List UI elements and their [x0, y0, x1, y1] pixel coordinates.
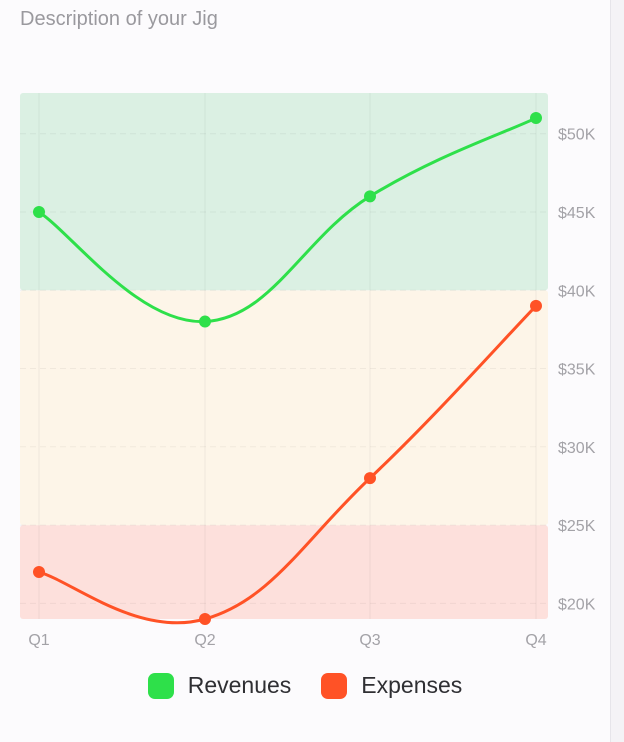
y-tick-label: $30K: [558, 440, 596, 457]
legend-swatch-expenses: [321, 672, 348, 699]
data-point-expenses-q1: [33, 566, 45, 579]
band-2: [20, 93, 548, 291]
data-point-revenues-q1: [33, 205, 45, 218]
chart-legend: Revenues Expenses: [0, 672, 610, 699]
scrollbar-track[interactable]: [610, 0, 624, 742]
chart-points: [33, 112, 542, 625]
line-chart: $20K $25K $30K $35K $40K $45K $50K Q1 Q2 Q3 Q4: [20, 93, 596, 649]
legend-item-revenues[interactable]: Revenues: [147, 672, 292, 699]
y-tick-label: $35K: [558, 362, 596, 379]
y-tick-label: $45K: [558, 205, 596, 222]
y-tick-label: $25K: [558, 518, 596, 535]
x-tick-label: Q2: [194, 632, 215, 649]
y-tick-label: $20K: [558, 596, 596, 613]
data-point-expenses-q3: [364, 472, 376, 485]
data-point-revenues-q3: [364, 190, 376, 203]
data-point-expenses-q2: [199, 613, 211, 625]
chart-description: Description of your Jig: [20, 8, 218, 30]
data-point-revenues-q4: [530, 112, 542, 125]
band-0: [20, 525, 548, 619]
chart-bands: [20, 93, 548, 619]
series-line-revenues: [37, 116, 538, 324]
x-tick-label: Q1: [28, 632, 49, 649]
x-tick-label: Q4: [525, 632, 546, 649]
series-line-expenses: [37, 304, 538, 625]
band-1: [20, 290, 548, 526]
y-axis-labels: $20K $25K $30K $35K $40K $45K $50K: [558, 127, 596, 614]
legend-label-expenses: Expenses: [361, 672, 463, 698]
y-tick-label: $50K: [558, 127, 596, 144]
legend-item-expenses[interactable]: Expenses: [321, 672, 462, 699]
y-tick-label: $40K: [558, 283, 596, 300]
data-point-expenses-q4: [530, 299, 542, 312]
chart-grid: [20, 93, 548, 619]
x-tick-label: Q3: [359, 632, 380, 649]
data-point-revenues-q2: [199, 315, 211, 328]
chart-lines: [37, 116, 538, 625]
legend-swatch-revenues: [147, 672, 174, 699]
x-axis-labels: Q1 Q2 Q3 Q4: [28, 632, 546, 649]
legend-label-revenues: Revenues: [187, 672, 292, 698]
